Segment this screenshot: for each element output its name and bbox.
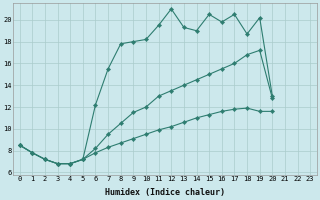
X-axis label: Humidex (Indice chaleur): Humidex (Indice chaleur) xyxy=(105,188,225,197)
